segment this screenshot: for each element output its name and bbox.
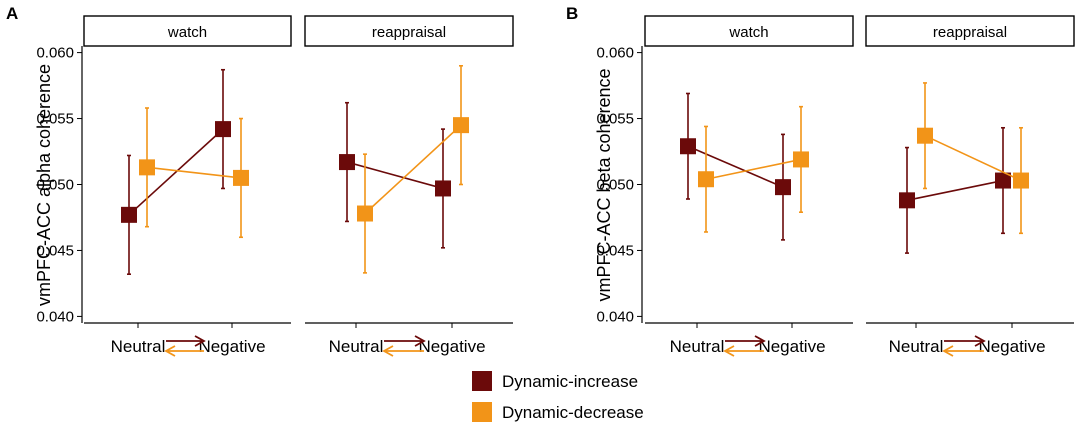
series-line — [128, 128, 224, 216]
series-line — [346, 161, 444, 190]
y-tick-label: 0.060 — [596, 45, 634, 62]
facet-title: watch — [167, 24, 207, 41]
arrow-decrease-head — [382, 345, 394, 357]
y-axis-title: vmPFC-ACC alpha coherence — [34, 64, 54, 306]
data-point — [917, 127, 933, 144]
data-point — [357, 205, 373, 222]
data-point — [995, 172, 1011, 189]
data-point — [899, 192, 915, 209]
series-line — [705, 158, 802, 181]
panel-label: A — [6, 4, 18, 23]
facet-strip — [304, 15, 514, 47]
facet-title: watch — [728, 24, 768, 41]
x-tick-label: Neutral — [670, 337, 725, 356]
x-tick-label: Negative — [758, 337, 825, 356]
arrow-increase-head — [194, 335, 206, 347]
series-line — [924, 134, 1022, 182]
data-point — [339, 154, 355, 171]
y-tick-label: 0.055 — [36, 111, 74, 128]
facet-watch: watch Neutral Negative — [644, 15, 854, 357]
series-line — [364, 124, 462, 215]
x-tick-label: Negative — [978, 337, 1045, 356]
data-point — [793, 151, 809, 168]
legend-swatch — [472, 402, 492, 422]
y-tick-label: 0.050 — [596, 177, 634, 194]
y-tick-label: 0.050 — [36, 177, 74, 194]
legend: Dynamic-increase Dynamic-decrease — [472, 371, 644, 422]
series-line — [146, 166, 242, 179]
y-axis-title: vmPFC-ACC beta coherence — [594, 68, 614, 301]
facet-title: reappraisal — [372, 24, 446, 41]
x-tick-label: Negative — [198, 337, 265, 356]
legend-label: Dynamic-increase — [502, 372, 638, 391]
data-point — [121, 206, 137, 223]
data-point — [215, 121, 231, 138]
data-point — [1013, 172, 1029, 189]
y-tick-label: 0.045 — [36, 242, 74, 259]
arrow-increase-head — [754, 335, 766, 347]
y-tick-label: 0.040 — [596, 308, 634, 325]
arrow-decrease-head — [164, 345, 176, 357]
x-tick-label: Neutral — [329, 337, 384, 356]
facet-reappraisal: reappraisal Neutral Negative — [865, 15, 1075, 357]
data-point — [453, 117, 469, 134]
arrow-decrease-head — [942, 345, 954, 357]
arrow-increase-head — [414, 335, 426, 347]
series-line — [687, 145, 784, 188]
facet-strip — [644, 15, 854, 47]
facet-reappraisal: reappraisal Neutral Negative — [304, 15, 514, 357]
series-line — [906, 179, 1004, 202]
facet-title: reappraisal — [933, 24, 1007, 41]
y-tick-label: 0.045 — [596, 242, 634, 259]
arrow-decrease-head — [723, 345, 735, 357]
data-point — [139, 159, 155, 176]
facet-strip — [83, 15, 292, 47]
x-tick-label: Negative — [418, 337, 485, 356]
y-tick-label: 0.055 — [596, 111, 634, 128]
x-tick-label: Neutral — [111, 337, 166, 356]
data-point — [233, 169, 249, 186]
y-tick-label: 0.060 — [36, 45, 74, 62]
data-point — [698, 171, 714, 188]
panel-label: B — [566, 4, 578, 23]
legend-swatch — [472, 371, 492, 391]
data-point — [680, 138, 696, 155]
data-point — [435, 180, 451, 197]
x-tick-label: Neutral — [889, 337, 944, 356]
legend-label: Dynamic-decrease — [502, 403, 644, 422]
facet-watch: watch Neutral Negative — [83, 15, 292, 357]
arrow-increase-head — [974, 335, 986, 347]
facet-strip — [865, 15, 1075, 47]
y-tick-label: 0.040 — [36, 308, 74, 325]
data-point — [775, 179, 791, 196]
